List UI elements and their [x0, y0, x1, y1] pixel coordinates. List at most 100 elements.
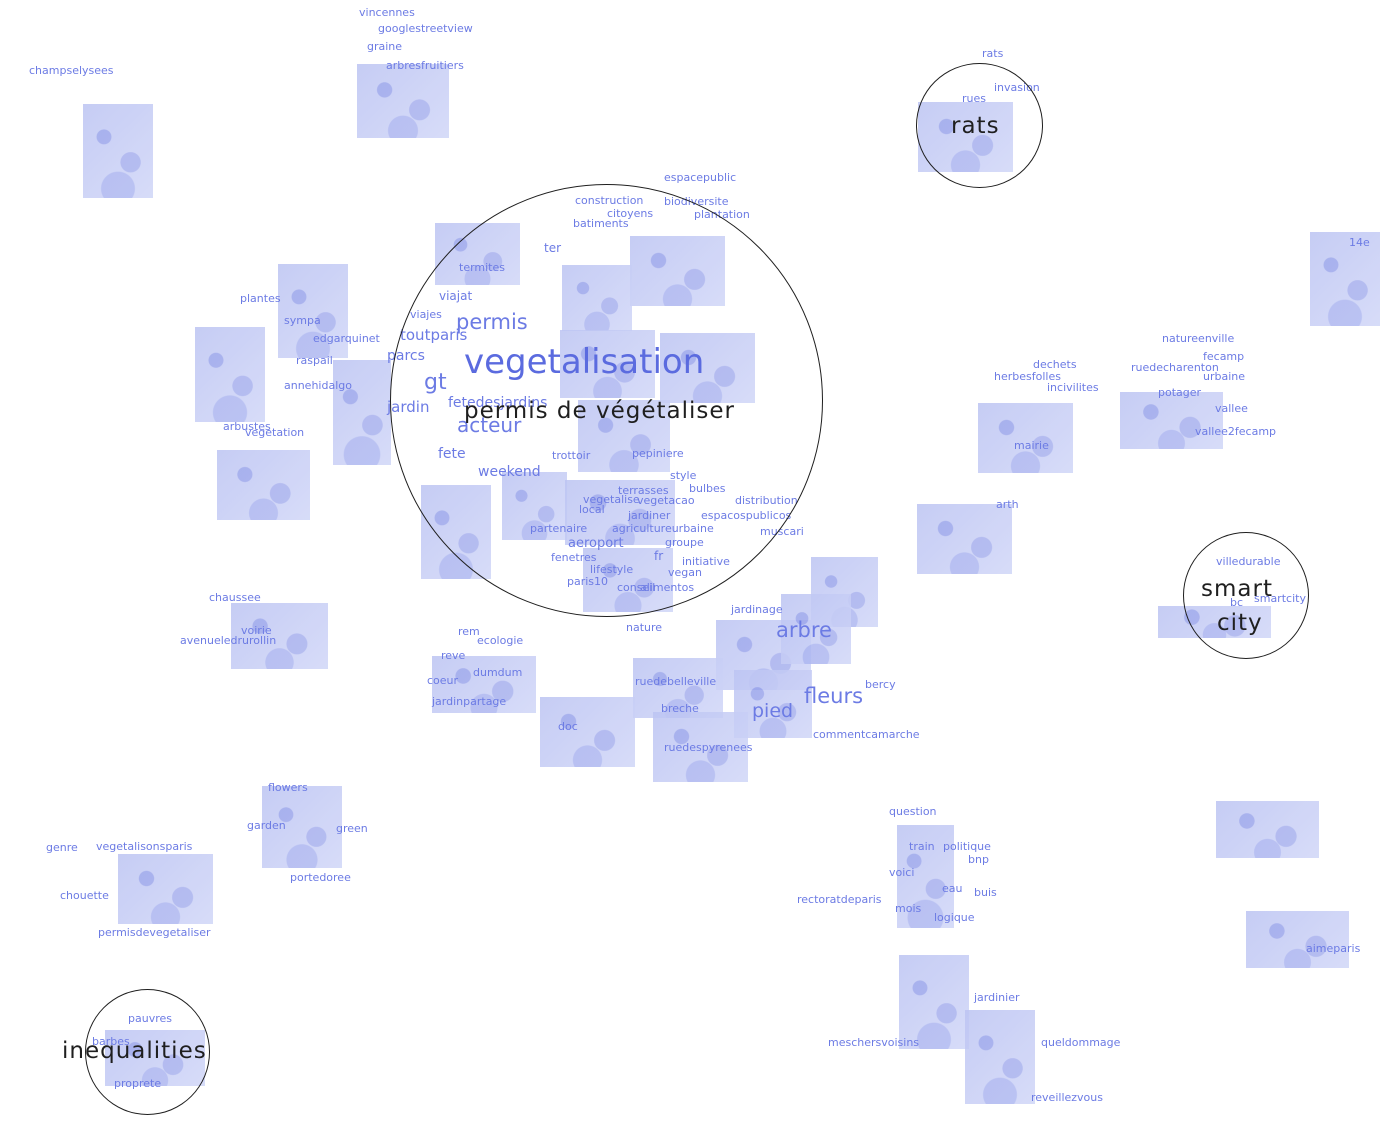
tag-word[interactable]: chaussee	[209, 591, 261, 604]
tag-word[interactable]: champselysees	[29, 64, 114, 77]
tag-word[interactable]: voici	[889, 866, 915, 879]
tag-word[interactable]: arbresfruitiers	[386, 59, 464, 72]
tag-word[interactable]: nature	[626, 621, 663, 634]
tag-word[interactable]: ruedecharenton	[1131, 361, 1219, 374]
photo-thumbnail[interactable]	[1120, 392, 1223, 449]
cluster-label-smart[interactable]: smart	[1201, 576, 1273, 602]
tag-word[interactable]: potager	[1158, 386, 1202, 399]
tag-word[interactable]: reve	[441, 649, 466, 662]
tag-word[interactable]: vegetalisonsparis	[96, 840, 193, 853]
tag-word[interactable]: muscari	[760, 525, 804, 538]
tag-word[interactable]: queldommage	[1041, 1036, 1121, 1049]
tag-word[interactable]: breche	[661, 702, 699, 715]
photo-thumbnail[interactable]	[1246, 911, 1349, 968]
tag-word[interactable]: sympa	[284, 314, 321, 327]
tag-word[interactable]: herbesfolles	[994, 370, 1061, 383]
tag-word[interactable]: pied	[752, 700, 794, 722]
photo-thumbnail[interactable]	[118, 854, 213, 924]
photo-thumbnail[interactable]	[1310, 232, 1380, 326]
tag-word[interactable]: portedoree	[290, 871, 351, 884]
tag-word[interactable]: ecologie	[477, 634, 524, 647]
photo-thumbnail[interactable]	[262, 786, 342, 868]
cluster-label-inequalities[interactable]: inequalities	[62, 1038, 207, 1064]
tag-word[interactable]: voirie	[241, 624, 272, 637]
tag-word[interactable]: mois	[895, 902, 922, 915]
photo-thumbnail[interactable]	[231, 603, 328, 669]
cluster-label-city[interactable]: city	[1217, 610, 1263, 636]
tag-word[interactable]: 14e	[1349, 236, 1370, 249]
tag-word[interactable]: fleurs	[804, 684, 864, 708]
tag-word[interactable]: annehidalgo	[284, 379, 352, 392]
tag-word[interactable]: bercy	[865, 678, 896, 691]
photo-thumbnail[interactable]	[633, 658, 723, 718]
tag-word[interactable]: urbaine	[1203, 370, 1246, 383]
tag-word[interactable]: ruedespyrenees	[664, 741, 753, 754]
tag-word[interactable]: flowers	[268, 781, 308, 794]
tag-word[interactable]: commentcamarche	[813, 728, 920, 741]
tag-word[interactable]: ruedebelleville	[635, 675, 717, 688]
tag-word[interactable]: jardinpartage	[432, 695, 507, 708]
tag-word[interactable]: dumdum	[473, 666, 523, 679]
tag-word[interactable]: logique	[934, 911, 975, 924]
tag-word[interactable]: bnp	[968, 853, 989, 866]
tag-word[interactable]: avenueledrurollin	[180, 634, 277, 647]
tag-word[interactable]: genre	[46, 841, 78, 854]
tag-word[interactable]: doc	[558, 720, 578, 733]
tag-word[interactable]: plantation	[694, 208, 750, 221]
tag-word[interactable]: vincennes	[359, 6, 415, 19]
tag-word[interactable]: graine	[367, 40, 403, 53]
tag-word[interactable]: eau	[942, 882, 963, 895]
tag-word[interactable]: arbre	[776, 618, 832, 642]
tag-word[interactable]: politique	[943, 840, 991, 853]
tag-word[interactable]: aimeparis	[1306, 942, 1361, 955]
photo-thumbnail[interactable]	[899, 955, 969, 1049]
tag-word[interactable]: incivilites	[1047, 381, 1099, 394]
tag-word[interactable]: plantes	[240, 292, 281, 305]
tag-word[interactable]: permisdevegetaliser	[98, 926, 211, 939]
photo-thumbnail[interactable]	[83, 104, 153, 198]
tag-word[interactable]: rectoratdeparis	[797, 893, 882, 906]
cluster-label-permis[interactable]: permis de végétaliser	[464, 398, 735, 424]
tag-word[interactable]: biodiversite	[664, 195, 729, 208]
photo-thumbnail[interactable]	[781, 594, 851, 664]
tag-word[interactable]: coeur	[427, 674, 459, 687]
photo-thumbnail[interactable]	[1216, 801, 1319, 858]
tag-word[interactable]: rats	[982, 47, 1004, 60]
photo-thumbnail[interactable]	[432, 656, 536, 713]
cluster-label-rats[interactable]: rats	[951, 113, 1000, 139]
tag-word[interactable]: raspail	[296, 354, 333, 367]
tag-word[interactable]: natureenville	[1162, 332, 1235, 345]
tag-word[interactable]: googlestreetview	[378, 22, 473, 35]
photo-thumbnail[interactable]	[653, 712, 748, 782]
photo-thumbnail[interactable]	[195, 327, 265, 422]
tag-word[interactable]: rem	[458, 625, 480, 638]
tag-word[interactable]: vegetation	[245, 426, 305, 439]
tag-word[interactable]: arbustes	[223, 420, 271, 433]
photo-thumbnail[interactable]	[278, 264, 348, 358]
tag-word[interactable]: train	[909, 840, 935, 853]
tag-word[interactable]: chouette	[60, 889, 109, 902]
photo-thumbnail[interactable]	[917, 504, 1012, 574]
photo-thumbnail[interactable]	[333, 360, 391, 465]
tag-word[interactable]: arth	[996, 498, 1019, 511]
photo-thumbnail[interactable]	[540, 697, 635, 767]
tag-word[interactable]: mairie	[1014, 439, 1049, 452]
photo-thumbnail[interactable]	[897, 825, 954, 928]
photo-thumbnail[interactable]	[217, 450, 310, 520]
tag-word[interactable]: garden	[247, 819, 286, 832]
tag-word[interactable]: espacepublic	[664, 171, 737, 184]
photo-thumbnail[interactable]	[357, 64, 449, 138]
tag-word[interactable]: green	[336, 822, 368, 835]
photo-thumbnail[interactable]	[978, 403, 1073, 473]
tag-word[interactable]: vallee	[1215, 402, 1248, 415]
photo-thumbnail[interactable]	[734, 670, 812, 738]
tag-word[interactable]: meschersvoisins	[828, 1036, 920, 1049]
tag-word[interactable]: question	[889, 805, 937, 818]
tag-word[interactable]: buis	[974, 886, 997, 899]
tag-word[interactable]: reveillezvous	[1031, 1091, 1103, 1104]
tag-word[interactable]: jardinier	[974, 991, 1020, 1004]
tag-word[interactable]: vallee2fecamp	[1195, 425, 1277, 438]
tag-word[interactable]: dechets	[1033, 358, 1077, 371]
photo-thumbnail[interactable]	[965, 1010, 1035, 1104]
tag-word[interactable]: edgarquinet	[313, 332, 380, 345]
